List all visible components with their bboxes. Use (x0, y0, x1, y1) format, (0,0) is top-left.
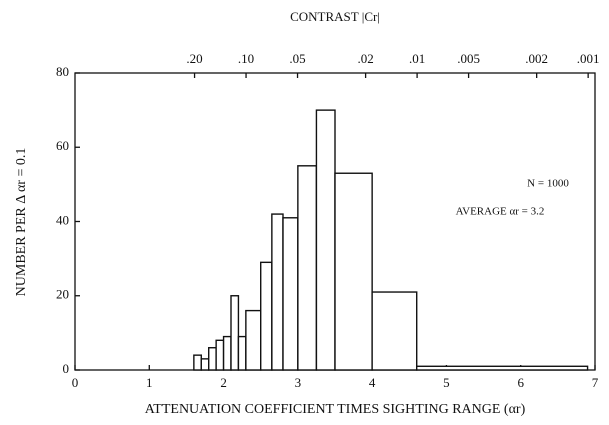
bar (200, 358, 210, 371)
x2-tick-label: .002 (525, 51, 548, 66)
bar (334, 172, 373, 371)
y-tick-label: 80 (56, 64, 69, 79)
x-tick-label: 1 (146, 375, 153, 390)
x2-tick-label: .001 (577, 51, 600, 66)
x-tick-label: 2 (220, 375, 227, 390)
bar (193, 354, 202, 371)
bar (282, 217, 299, 371)
x2-tick-label: .20 (186, 51, 202, 66)
bar (416, 365, 589, 371)
bar (371, 291, 418, 371)
bar (215, 339, 225, 371)
x2-tick-label: .02 (357, 51, 373, 66)
x2-tick-label: .01 (409, 51, 425, 66)
x-tick-label: 6 (517, 375, 524, 390)
annotation: N = 1000 (527, 178, 569, 190)
bar (271, 213, 284, 371)
y-tick-label: 40 (56, 212, 69, 227)
bar (222, 335, 232, 371)
x-tick-label: 0 (72, 375, 79, 390)
bar (315, 109, 336, 371)
bar (245, 309, 262, 371)
x2-tick-label: .10 (238, 51, 254, 66)
x2-tick-label: .05 (289, 51, 305, 66)
bar (260, 261, 273, 371)
bar (297, 165, 318, 371)
y-tick-label: 0 (63, 361, 70, 376)
chart-title: CONTRAST |Cr| (290, 9, 380, 24)
y-tick-label: 20 (56, 287, 69, 302)
x-tick-label: 3 (295, 375, 302, 390)
bar (208, 347, 217, 371)
y-axis-label: NUMBER PER Δ αr = 0.1 (14, 148, 29, 297)
x-axis-label: ATTENUATION COEFFICIENT TIMES SIGHTING R… (145, 402, 526, 417)
x-tick-label: 4 (369, 375, 376, 390)
y-tick-label: 60 (56, 138, 69, 153)
bar (237, 335, 247, 371)
annotation: AVERAGE αr = 3.2 (456, 206, 545, 218)
x2-tick-label: .005 (457, 51, 480, 66)
x-tick-label: 5 (443, 375, 450, 390)
x-tick-label: 7 (592, 375, 599, 390)
bar (230, 295, 240, 371)
